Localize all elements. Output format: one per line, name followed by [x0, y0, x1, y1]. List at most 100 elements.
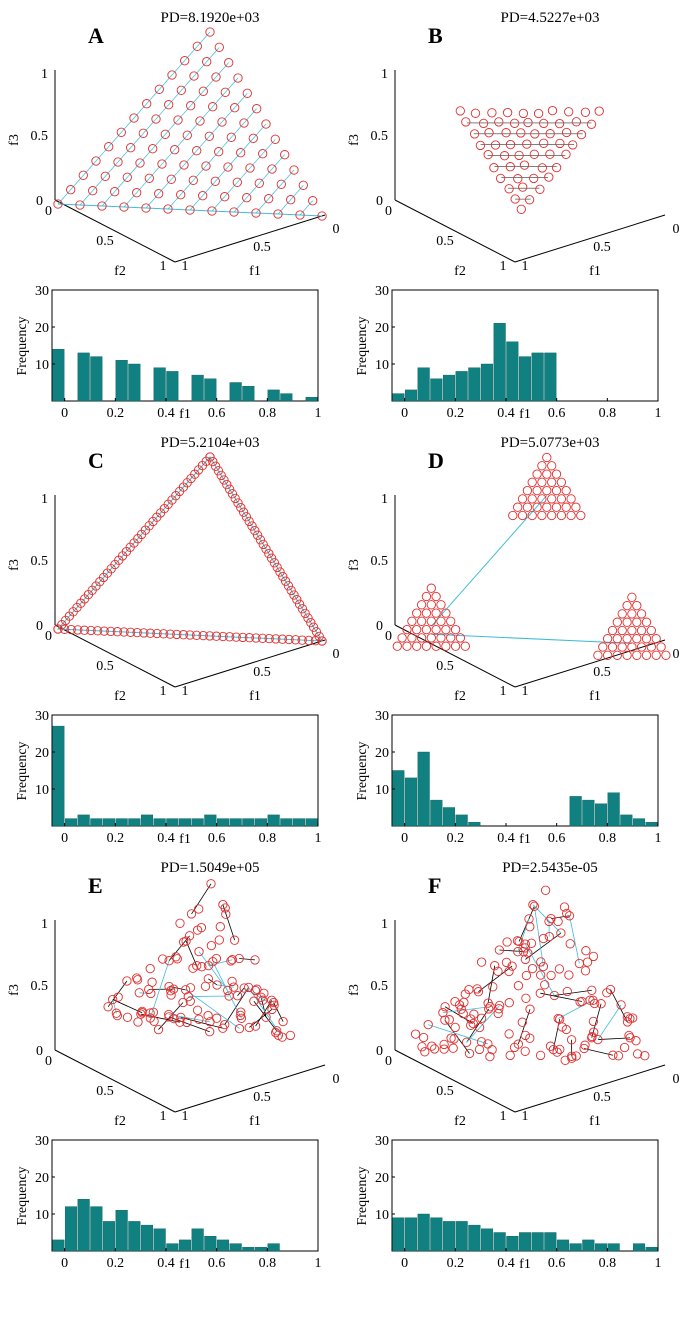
f3-tick: 0 — [36, 194, 43, 209]
scatter-point — [616, 1000, 626, 1010]
scatter-point — [427, 1041, 437, 1051]
scatter-point — [641, 617, 652, 627]
scatter-point — [517, 494, 528, 504]
scatter-point — [86, 625, 96, 636]
x-tick-label: 1 — [315, 831, 322, 846]
histogram-bar — [430, 799, 443, 827]
x-tick-label: 0.8 — [599, 1256, 617, 1271]
x-tick-label: 0.2 — [107, 831, 125, 846]
histogram-bar — [645, 1247, 658, 1252]
scatter-point — [189, 71, 199, 81]
scatter-point — [278, 571, 288, 582]
f3-label: f3 — [347, 984, 362, 996]
scatter-point — [233, 73, 243, 83]
scatter-point — [185, 983, 196, 993]
f3-tick: 1 — [41, 492, 48, 507]
f2-tick: 1 — [160, 259, 167, 274]
scatter-point — [238, 632, 248, 643]
histogram-bar — [178, 818, 192, 827]
scatter-point — [308, 196, 318, 206]
scatter-point — [133, 1017, 143, 1027]
scatter-point — [224, 58, 234, 68]
scatter-point — [188, 175, 198, 185]
scatter-point — [533, 108, 544, 119]
scatter-point — [239, 118, 249, 128]
histogram-xlabel: f1 — [519, 832, 531, 847]
scatter-point — [416, 600, 427, 610]
scatter-point — [632, 617, 642, 627]
histogram-bar — [191, 374, 204, 402]
histogram-bar — [569, 796, 582, 827]
x-tick-label: 0.6 — [208, 831, 226, 846]
axis-f1 — [514, 214, 666, 263]
link-line — [517, 1009, 531, 1045]
scatter-point — [513, 1039, 523, 1049]
f2-tick: 1 — [500, 684, 507, 699]
scatter-point — [483, 998, 493, 1008]
histogram-ylabel: Frequency — [355, 741, 370, 800]
scatter-point — [520, 939, 530, 949]
scatter-point — [508, 510, 518, 521]
scatter-point — [516, 128, 526, 138]
f1-tick: 0.5 — [253, 665, 271, 680]
histogram-bar — [216, 818, 230, 827]
f3-tick: 0 — [36, 1044, 43, 1059]
scatter-point — [514, 150, 524, 161]
scatter-point — [561, 485, 571, 496]
scatter-point — [524, 914, 534, 924]
panel-E: PD=1.5049e+05 E 0 0.5 1 f3 0 0.5 1 f2 1 0.5 0 f1 0 0.2 0… — [7, 860, 340, 1272]
scatter-point — [277, 634, 288, 644]
scatter-point — [490, 961, 500, 971]
histogram-bar — [594, 803, 608, 827]
scatter-point — [158, 954, 168, 964]
scatter-point — [562, 986, 572, 997]
panel-letter: E — [88, 873, 103, 898]
scatter-point — [317, 636, 327, 646]
histogram-bar — [493, 323, 506, 402]
scatter-point — [539, 138, 549, 148]
scatter-point — [537, 510, 547, 521]
scatter-point — [527, 477, 537, 487]
panel-C: PD=5.2104e+03 C 0 0.5 1 f3 0 0.5 1 f2 1 0.5 0 f1 0 0.2 0… — [7, 435, 340, 847]
scatter-point — [185, 205, 195, 215]
scatter-point — [566, 1035, 577, 1045]
scatter-point — [201, 161, 211, 171]
scatter-point — [416, 633, 427, 643]
scatter-point — [476, 1013, 487, 1023]
scatter-point — [551, 469, 562, 479]
scatter-point — [556, 510, 567, 521]
grid-line — [255, 169, 295, 214]
scatter-point — [540, 885, 551, 895]
scatter-point — [571, 117, 582, 127]
scatter-point — [426, 583, 436, 593]
scatter-point — [261, 1012, 271, 1022]
scatter-point — [176, 1012, 186, 1023]
x-tick-label: 0.4 — [157, 831, 175, 846]
x-tick-label: 0.6 — [548, 831, 566, 846]
panel-letter: B — [428, 23, 443, 48]
scatter-point — [627, 592, 637, 602]
f2-tick: 0 — [385, 1054, 392, 1069]
histogram-bar — [582, 799, 595, 827]
f2-tick: 0.5 — [436, 1084, 454, 1099]
scatter-point — [602, 650, 613, 660]
scatter-point — [505, 1050, 515, 1061]
scatter-point — [220, 192, 230, 202]
scatter-point — [203, 960, 214, 971]
scatter-point — [266, 553, 277, 563]
histogram-bar — [280, 393, 293, 402]
axis-f2 — [394, 199, 516, 263]
scatter-point — [255, 535, 266, 545]
scatter-point — [392, 641, 402, 651]
scatter-point — [622, 650, 632, 660]
scatter-point — [134, 988, 144, 998]
scatter-point — [522, 139, 532, 149]
scatter-point — [407, 616, 417, 626]
y-tick-label: 20 — [375, 746, 389, 761]
histogram-bar — [544, 1232, 557, 1252]
scatter-point — [205, 631, 215, 641]
scatter-point — [474, 1044, 485, 1055]
scatter-point — [311, 627, 322, 637]
link-line — [222, 904, 236, 941]
scatter-point — [272, 562, 282, 573]
